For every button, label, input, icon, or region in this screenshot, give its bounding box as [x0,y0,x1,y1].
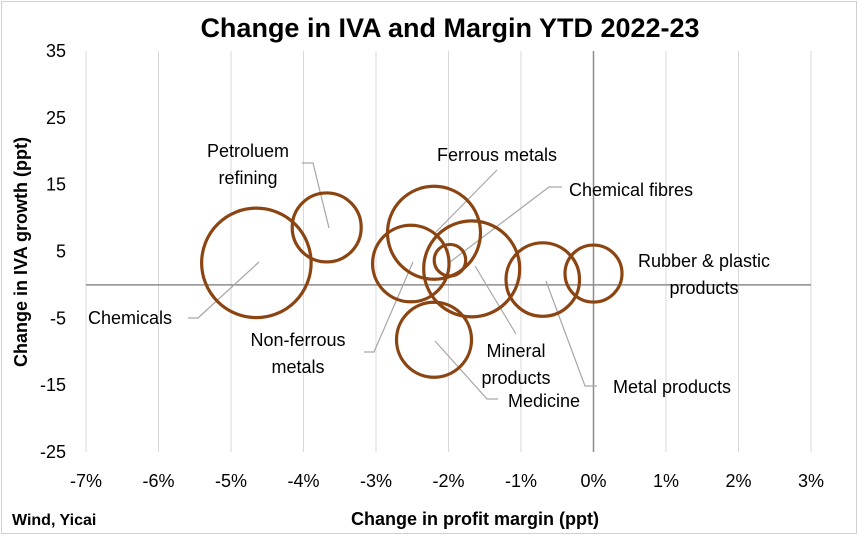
y-tick-label: 15 [46,175,66,195]
bubble-petroleum-refining [290,191,363,264]
leader-medicine [434,340,498,400]
x-tick-label: -5% [215,471,247,491]
bubbles [200,184,624,379]
bubble-medicine [394,300,474,379]
y-tick-label: -5 [50,308,66,328]
grid [85,51,812,452]
x-tick-label: -7% [70,471,102,491]
bubble-metal-products [504,241,582,318]
bubble-rubber-plastic-products [563,243,624,304]
label-medicine: Medicine [508,391,580,411]
leader-lines [188,162,597,400]
leader-non-ferrous-metals [364,261,414,353]
y-tick-label: -25 [40,442,66,462]
x-tick-label: 0% [580,471,606,491]
y-tick-label: 5 [56,242,66,262]
tick-labels: -7% -6% -5% -4% -3% -2% -1% 0% 1% 2% 3% 35 25 15 5 -5 -1… [40,41,824,491]
label-metal-products: Metal products [613,377,731,397]
x-tick-label: -4% [287,471,319,491]
x-axis-title: Change in profit margin (ppt) [351,509,599,529]
label-rubber-plastic-products: Rubber & plastic products [638,251,770,298]
label-mineral-products: Mineral products [481,341,550,388]
bubble-chemical-fibres [432,242,468,278]
label-non-ferrous-metals: Non-ferrous metals [250,330,345,377]
y-tick-label: 25 [46,108,66,128]
x-tick-label: -1% [505,471,537,491]
bubble-chemicals [200,206,313,320]
x-tick-label: 3% [798,471,824,491]
x-tick-label: 2% [725,471,751,491]
leader-chemical-fibres [449,186,562,263]
y-axis-title: Change in IVA growth (ppt) [11,137,31,367]
label-ferrous-metals: Ferrous metals [437,145,557,165]
y-tick-label: -15 [40,375,66,395]
label-petroleum-refining: Petroluem refining [207,141,289,188]
chart-title: Change in IVA and Margin YTD 2022-23 [200,13,699,43]
x-tick-label: 1% [653,471,679,491]
leader-petroleum-refining [302,162,330,229]
leader-chemicals [188,261,260,319]
label-chemicals: Chemicals [88,308,172,328]
leader-metal-products [545,280,597,387]
bubble-mineral-products [422,219,522,319]
x-tick-label: -3% [360,471,392,491]
leader-mineral-products [474,265,517,335]
source-note: Wind, Yicai [12,512,96,529]
label-chemical-fibres: Chemical fibres [569,180,693,200]
point-labels: Chemicals Petroluem refining Ferrous metals… [88,141,770,411]
x-tick-label: -2% [432,471,464,491]
bubble-non-ferrous-metals [370,223,451,304]
y-tick-label: 35 [46,41,66,61]
x-tick-label: -6% [142,471,174,491]
